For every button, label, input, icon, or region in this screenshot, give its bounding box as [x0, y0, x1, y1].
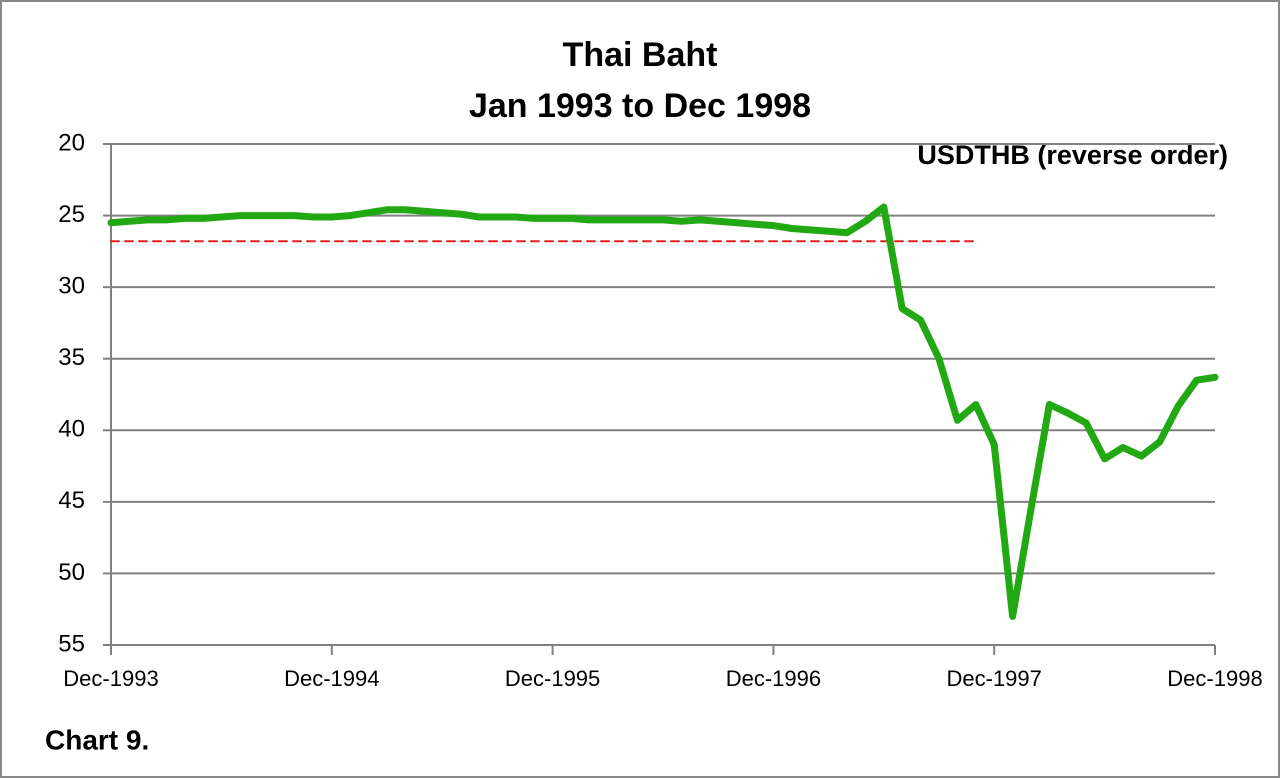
x-tick-label: Dec-1996: [726, 666, 821, 691]
y-tick-label: 20: [58, 129, 85, 156]
y-tick-label: 40: [58, 416, 85, 443]
y-tick-label: 35: [58, 344, 85, 371]
y-tick-label: 30: [58, 272, 85, 299]
chart-subtitle: Jan 1993 to Dec 1998: [469, 87, 811, 125]
chart-title: Thai Baht: [563, 36, 718, 74]
chart-note: Chart 9.: [45, 724, 149, 755]
y-tick-label: 55: [58, 630, 85, 657]
x-tick-label: Dec-1994: [284, 666, 379, 691]
x-tick-label: Dec-1995: [505, 666, 600, 691]
x-tick-label: Dec-1998: [1167, 666, 1262, 691]
x-tick-label: Dec-1993: [63, 666, 158, 691]
y-tick-label: 50: [58, 559, 85, 586]
y-tick-label: 45: [58, 487, 85, 514]
series-label: USDTHB (reverse order): [917, 140, 1228, 170]
data-line: [107, 203, 1219, 620]
x-tick-label: Dec-1997: [947, 666, 1042, 691]
y-tick-label: 25: [58, 201, 85, 228]
